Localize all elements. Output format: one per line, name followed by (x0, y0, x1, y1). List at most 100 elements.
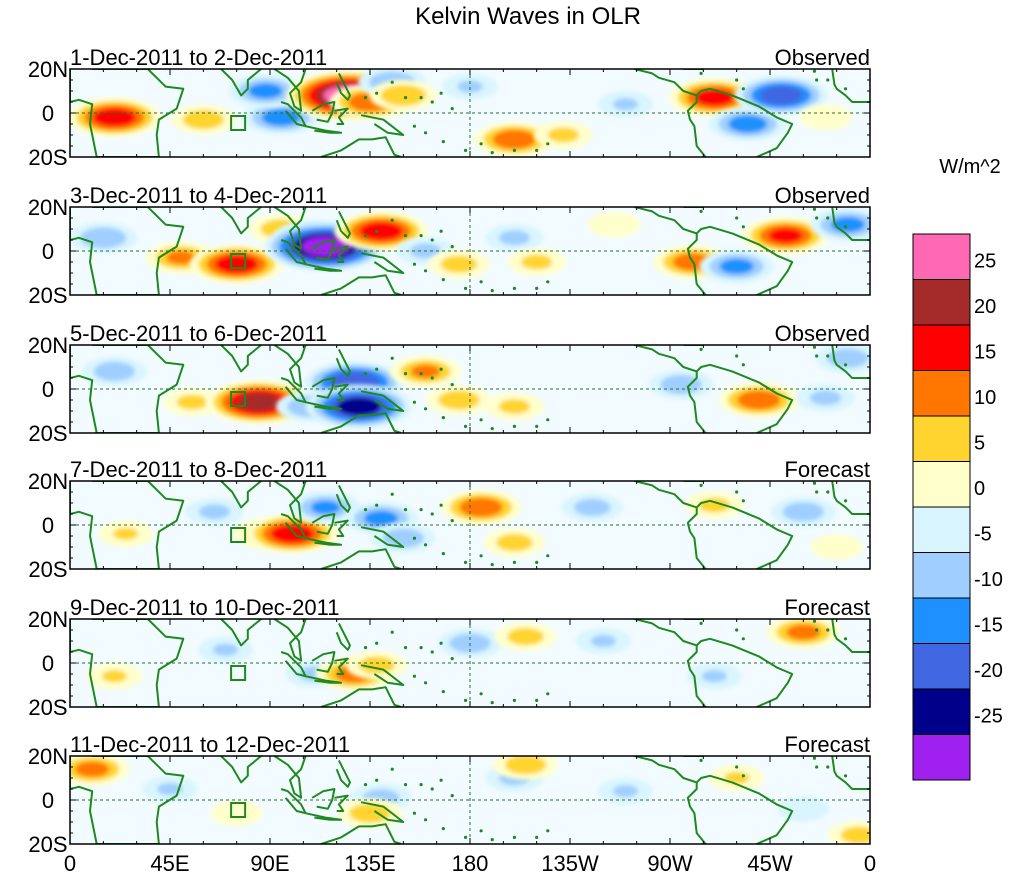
colorbar-swatch (912, 461, 971, 508)
contour-level (737, 390, 781, 410)
island (439, 91, 443, 95)
island (403, 234, 408, 238)
island (735, 216, 739, 220)
region-box (230, 253, 247, 269)
coastline (335, 484, 351, 513)
colorbar-tick-label: 20 (974, 296, 996, 318)
coastline (634, 619, 707, 707)
island (741, 363, 745, 367)
coastline (360, 252, 405, 274)
island (450, 657, 454, 661)
colorbar-tick-label: -25 (974, 706, 1003, 728)
island (735, 628, 739, 632)
contour-level (457, 80, 483, 93)
island (699, 758, 703, 763)
island (735, 490, 739, 494)
island (375, 91, 379, 95)
island (546, 829, 550, 833)
olr-anomaly (561, 493, 624, 522)
colorbar-tick-label: -5 (974, 524, 992, 546)
island (843, 637, 848, 641)
region-box (230, 527, 247, 543)
coastline (634, 207, 707, 295)
x-tick-label: 90E (250, 851, 289, 876)
island (375, 367, 379, 371)
coastline (305, 401, 343, 410)
island (699, 71, 703, 75)
y-tick-label: 20S (28, 832, 67, 857)
colorbar-unit: W/m^2 (939, 156, 1001, 178)
island (463, 560, 468, 565)
island (439, 367, 443, 371)
colorbar-tick-label: -20 (974, 660, 1003, 682)
x-tick-label: 45E (150, 851, 189, 876)
island (439, 229, 443, 233)
coastlines (70, 345, 870, 433)
island (439, 641, 443, 645)
coastline (634, 69, 707, 157)
contour-level (337, 397, 381, 416)
olr-anomaly (741, 216, 830, 255)
island (463, 835, 468, 840)
island (441, 140, 445, 144)
coastline (305, 812, 343, 821)
coastline (695, 363, 794, 433)
coastline (280, 513, 307, 540)
island (546, 692, 550, 696)
coastline (334, 519, 349, 537)
coastline (311, 239, 336, 261)
x-tick-label: 180 (452, 851, 489, 876)
island (390, 630, 394, 634)
island (419, 783, 423, 787)
island (430, 787, 434, 791)
contour-level (507, 628, 544, 646)
contour-level (261, 108, 301, 126)
island (403, 96, 408, 100)
olr-anomaly (597, 777, 654, 805)
x-tick-label: 135W (541, 851, 599, 876)
contour-level (215, 255, 259, 274)
chart-title: Kelvin Waves in OLR (415, 3, 641, 30)
coastline (273, 345, 307, 388)
region-box (230, 665, 247, 681)
contour-level (210, 800, 263, 826)
coastline (220, 481, 262, 509)
region-box (230, 115, 247, 131)
island (430, 650, 434, 654)
olr-anomaly (828, 820, 870, 844)
olr-anomaly (708, 106, 787, 142)
olr-anomaly (669, 78, 760, 117)
olr-anomaly (815, 345, 870, 374)
olr-anomaly (97, 520, 154, 548)
olr-anomaly (493, 756, 558, 780)
island (815, 490, 819, 494)
panel-period: 7-Dec-2011 to 8-Dec-2011 (70, 457, 327, 482)
island (815, 78, 819, 82)
colorbar-tick-label: 5 (974, 433, 985, 455)
island (815, 765, 819, 769)
panel-period: 3-Dec-2011 to 4-Dec-2011 (70, 183, 327, 208)
olr-anomaly (799, 104, 852, 131)
island (423, 818, 428, 822)
island (546, 554, 550, 558)
olr-anomaly (70, 97, 162, 138)
coastline (320, 274, 402, 295)
coastline (220, 207, 262, 235)
coastline (334, 657, 349, 675)
coastline (831, 207, 870, 241)
coastline (305, 675, 343, 684)
island (390, 80, 394, 84)
island (843, 87, 848, 91)
island (843, 363, 848, 367)
island (826, 765, 830, 769)
island (450, 107, 454, 111)
olr-anomaly (170, 104, 236, 135)
coastline (335, 348, 351, 377)
contour-level (459, 497, 503, 517)
island (490, 427, 494, 431)
island (490, 838, 494, 842)
colorbar-swatch (912, 233, 971, 280)
coastline (273, 756, 307, 799)
olr-anomaly (597, 90, 654, 118)
coastline (320, 823, 402, 844)
